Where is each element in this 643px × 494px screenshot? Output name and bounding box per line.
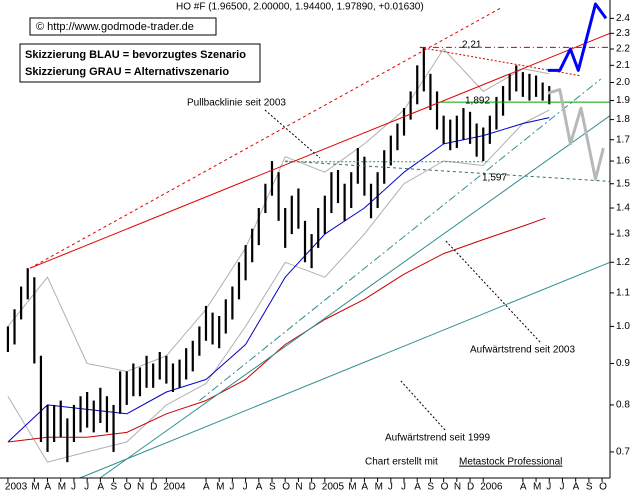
- y-tick-label: 1.8: [616, 114, 630, 125]
- leader-line: [444, 239, 541, 343]
- overlay-line: [285, 160, 611, 182]
- x-tick-label: O: [599, 482, 607, 493]
- leader-line: [264, 109, 321, 159]
- x-tick-label: M: [348, 482, 356, 493]
- y-tick-label: 1.5: [616, 178, 630, 189]
- level-label: 1,597: [482, 173, 507, 184]
- overlay-line: [29, 32, 611, 269]
- y-tick-label: 2.2: [616, 44, 630, 55]
- plot-area: [6, 2, 611, 479]
- legend-gray: Skizzierung GRAU = Alternativszenario: [25, 66, 229, 78]
- x-tick-label: A: [361, 482, 368, 493]
- x-tick-label: 2003: [5, 482, 28, 493]
- x-tick-label: O: [124, 482, 132, 493]
- y-tick-label: 1.1: [616, 288, 630, 299]
- x-tick-label: M: [533, 482, 541, 493]
- pullback-label: Pullbacklinie seit 2003: [187, 98, 286, 109]
- overlay-line: [547, 2, 608, 72]
- y-tick-label: 1.2: [616, 257, 630, 268]
- x-tick-label: S: [111, 482, 118, 493]
- overlay-line: [419, 46, 580, 77]
- x-tick-label: 2005: [322, 482, 345, 493]
- y-tick-label: 2.0: [616, 77, 630, 88]
- overlay-line: [199, 78, 602, 401]
- overlay-line: [79, 261, 611, 479]
- x-tick-label: N: [295, 482, 302, 493]
- overlay-line: [7, 217, 546, 443]
- x-tick-label: J: [243, 482, 248, 493]
- y-tick-label: 1.3: [616, 229, 630, 240]
- x-tick-label: 2006: [480, 482, 503, 493]
- x-tick-label: D: [150, 482, 157, 493]
- x-tick-label: J: [84, 482, 89, 493]
- x-tick-label: J: [401, 482, 406, 493]
- x-tick-label: D: [309, 482, 316, 493]
- credit: Chart erstellt mit: [365, 457, 438, 468]
- x-tick-label: 2004: [163, 482, 186, 493]
- y-tick-label: 2.1: [616, 60, 630, 71]
- x-tick-label: N: [137, 482, 144, 493]
- x-tick-label: M: [58, 482, 66, 493]
- y-tick-label: 2.4: [616, 13, 630, 24]
- level-label: 1,892: [465, 96, 490, 107]
- legend-blue: Skizzierung BLAU = bevorzugtes Szenario: [25, 49, 246, 61]
- x-tick-label: M: [31, 482, 39, 493]
- x-tick-label: A: [97, 482, 104, 493]
- trend-label: Aufwärtstrend seit 2003: [470, 345, 575, 356]
- x-tick-label: J: [229, 482, 234, 493]
- copyright-box: [29, 17, 217, 36]
- y-tick-label: 1.9: [616, 95, 630, 106]
- y-tick-label: 1.6: [616, 156, 630, 167]
- x-tick-label: A: [520, 482, 527, 493]
- x-tick-label: M: [375, 482, 383, 493]
- x-tick-label: S: [427, 482, 434, 493]
- y-tick-label: 2.3: [616, 28, 630, 39]
- y-tick-label: 0.9: [616, 358, 630, 369]
- x-tick-label: O: [441, 482, 449, 493]
- x-tick-label: A: [203, 482, 210, 493]
- copyright: © http://www.godmode-trader.de: [36, 21, 194, 33]
- x-tick-label: A: [573, 482, 580, 493]
- overlay-line: [547, 88, 605, 181]
- trend-label: Aufwärtstrend seit 1999: [385, 433, 490, 444]
- leader-line: [399, 379, 446, 431]
- y-tick-label: 1.7: [616, 134, 630, 145]
- credit-link[interactable]: Metastock Professional: [459, 457, 562, 468]
- chart-title: HO #F (1.96500, 2.00000, 1.94400, 1.9789…: [176, 2, 424, 13]
- x-tick-label: S: [269, 482, 276, 493]
- x-tick-label: J: [388, 482, 393, 493]
- x-tick-label: A: [256, 482, 263, 493]
- x-tick-label: S: [586, 482, 593, 493]
- y-tick-label: 1.4: [616, 203, 630, 214]
- x-tick-label: J: [559, 482, 564, 493]
- level-label: 2,21: [462, 40, 482, 51]
- x-tick-label: O: [282, 482, 290, 493]
- x-tick-label: J: [71, 482, 76, 493]
- x-tick-label: A: [414, 482, 421, 493]
- x-tick-label: D: [467, 482, 474, 493]
- x-tick-label: M: [216, 482, 224, 493]
- x-tick-label: A: [45, 482, 52, 493]
- y-tick-label: 0.7: [616, 447, 630, 458]
- x-tick-label: J: [546, 482, 551, 493]
- y-tick-label: 0.8: [616, 400, 630, 411]
- overlay-line: [7, 48, 550, 372]
- x-tick-label: N: [454, 482, 461, 493]
- y-tick-label: 1.0: [616, 321, 630, 332]
- legend-box: [19, 43, 261, 83]
- overlay-line: [7, 109, 550, 463]
